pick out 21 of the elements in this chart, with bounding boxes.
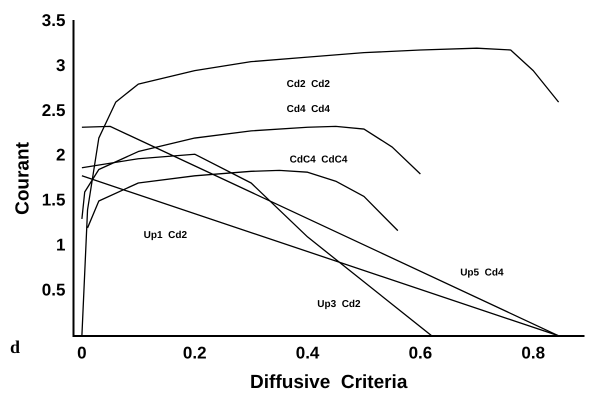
text: d: [10, 337, 20, 358]
y-tick-label: 1: [56, 236, 66, 255]
x-tick-label: 0.8: [521, 344, 546, 363]
y-axis-title: Courant: [12, 141, 34, 215]
y-tick-label: 3: [56, 56, 66, 75]
x-tick-label: 0.4: [296, 344, 320, 363]
series-label: Up5 Cd4: [460, 268, 504, 279]
x-tick-label: 0.2: [182, 344, 207, 363]
x-tick-label: 0: [77, 344, 87, 363]
series-label: Up3 Cd2: [317, 299, 362, 310]
y-tick-label: 0.5: [42, 280, 66, 300]
y-tick-label: 1.5: [42, 190, 66, 210]
series-label: CdC4 CdC4: [290, 154, 348, 166]
series-label: Cd2 Cd2: [286, 78, 330, 90]
series-label: Cd4 Cd4: [286, 104, 330, 116]
x-axis-title: Diffusive Criteria: [250, 372, 408, 393]
y-tick-label: 2: [56, 146, 66, 165]
y-tick-label: 2.5: [42, 100, 66, 120]
series-label: Up1 Cd2: [144, 230, 188, 241]
y-tick-label: 3.5: [42, 10, 66, 30]
x-tick-label: 0.6: [408, 344, 432, 363]
